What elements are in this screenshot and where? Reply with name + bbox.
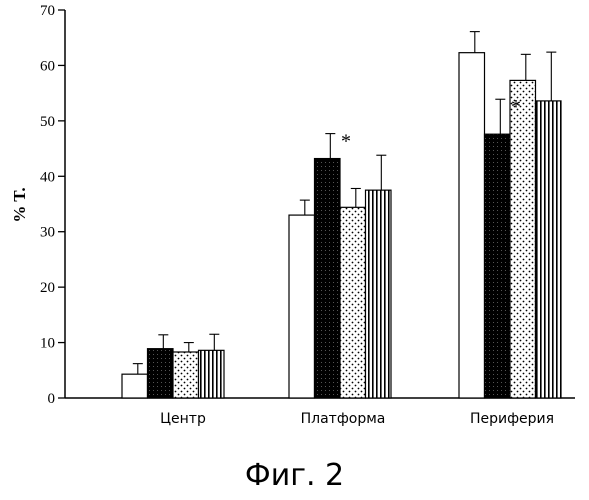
figure-caption: Фиг. 2: [0, 458, 589, 493]
bar-Платформа-series-4: [366, 190, 392, 398]
category-label: Платформа: [301, 411, 386, 427]
y-tick-label: 10: [40, 336, 55, 352]
bar-Центр-series-4: [199, 350, 225, 398]
y-tick-label: 70: [40, 3, 55, 19]
y-tick-label: 40: [40, 169, 55, 185]
y-tick-label: 20: [40, 280, 55, 296]
y-tick-label: 60: [40, 58, 55, 74]
y-tick-label: 30: [40, 225, 55, 241]
bar-Центр-series-1: [122, 374, 148, 398]
bar-Периферия-series-2: [485, 134, 511, 398]
y-tick-label: 50: [40, 114, 55, 130]
significance-asterisk: *: [341, 131, 351, 153]
y-axis-label: % T.: [10, 187, 29, 222]
category-label: Периферия: [470, 411, 554, 427]
bar-Центр-series-3: [173, 352, 199, 398]
bar-chart: 0 10 20 30 40 50 60 70 % T. Центр Платформа Перифер…: [0, 0, 589, 460]
bar-Периферия-series-4: [536, 101, 562, 398]
significance-asterisk: *: [511, 96, 521, 118]
bar-Платформа-series-2: [315, 159, 341, 398]
y-tick-label: 0: [48, 391, 56, 407]
bar-Платформа-series-1: [289, 215, 315, 398]
bar-Платформа-series-3: [340, 207, 366, 398]
bar-Центр-series-2: [148, 349, 174, 398]
bar-Периферия-series-1: [459, 53, 485, 398]
category-label: Центр: [160, 411, 206, 427]
bars: [122, 32, 561, 398]
bar-Периферия-series-3: [510, 80, 536, 398]
